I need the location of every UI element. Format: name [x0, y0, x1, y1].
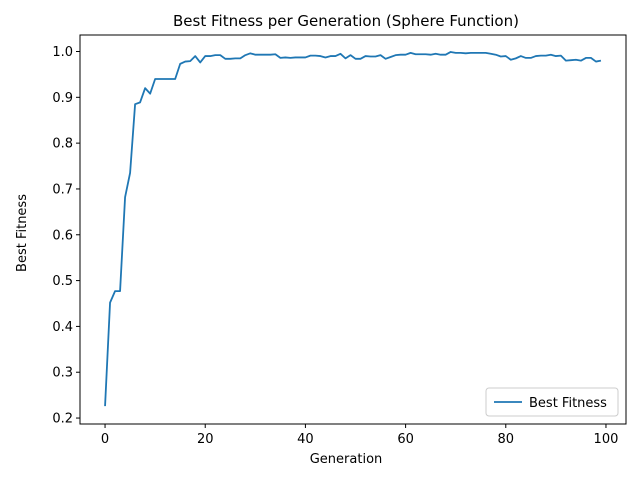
y-tick-label: 0.6 — [52, 228, 73, 243]
y-tick-label: 1.0 — [52, 45, 73, 60]
chart-title: Best Fitness per Generation (Sphere Func… — [173, 12, 519, 30]
y-tick-label: 0.7 — [52, 182, 73, 197]
x-tick-label: 20 — [197, 432, 214, 447]
plot-area: 0 20 40 60 80 100 0.2 0.3 0.4 0.5 0.6 0.7 0.8 0.9 1.0 — [52, 34, 627, 447]
series-line-best-fitness — [104, 51, 602, 407]
x-tick-label: 0 — [101, 432, 109, 447]
y-tick-label: 0.4 — [52, 320, 73, 335]
y-tick-label: 0.8 — [52, 137, 73, 152]
legend-box — [485, 387, 619, 417]
x-tick-label: 80 — [498, 432, 515, 447]
y-tick-label: 0.2 — [52, 412, 73, 427]
legend: Best Fitness — [485, 387, 619, 417]
x-tick-label: 40 — [297, 432, 314, 447]
x-tick-label: 100 — [594, 432, 619, 447]
x-tick-label: 60 — [397, 432, 414, 447]
y-axis-title: Best Fitness — [15, 194, 30, 272]
y-tick-label: 0.9 — [52, 91, 73, 106]
legend-label: Best Fitness — [529, 396, 607, 411]
axes-frame — [79, 34, 627, 425]
y-tick-label: 0.5 — [52, 274, 73, 289]
x-axis-title: Generation — [310, 452, 383, 467]
y-tick-label: 0.3 — [52, 366, 73, 381]
